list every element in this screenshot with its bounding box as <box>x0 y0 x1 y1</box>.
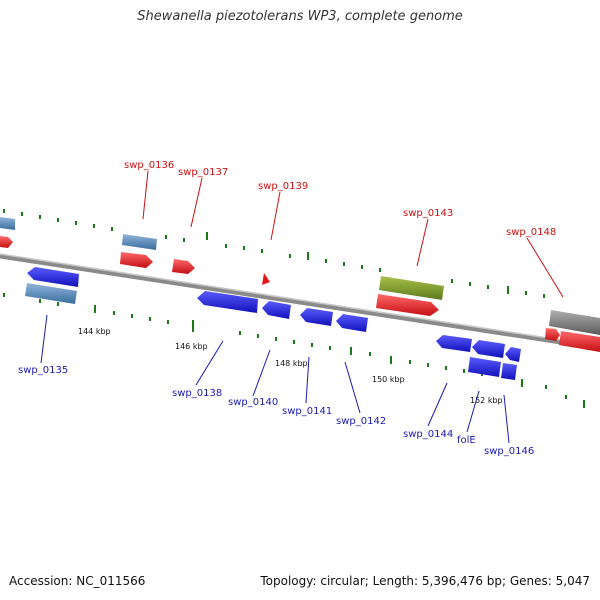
label-swp0140[interactable]: swp_0140 <box>228 397 278 408</box>
label-swp0135[interactable]: swp_0135 <box>18 365 68 376</box>
gene-arrow-swp0138[interactable] <box>197 291 258 313</box>
gene-swp0148-gray[interactable] <box>549 310 600 335</box>
gene-arrow-swp0142[interactable] <box>336 314 368 332</box>
tick-150kbp: 150 kbp <box>372 375 405 384</box>
reverse-gene-labels: swp_0135 swp_0138 swp_0140 swp_0141 swp_… <box>18 365 534 457</box>
label-swp0138[interactable]: swp_0138 <box>172 388 222 399</box>
gene-arrow-swp0141[interactable] <box>300 308 333 326</box>
gene-arrow-swp0140[interactable] <box>262 301 291 319</box>
forward-label-leaders <box>142 170 564 298</box>
label-swp0139[interactable]: swp_0139 <box>258 181 308 192</box>
backbone <box>0 253 600 351</box>
forward-gene-labels: swp_0136 swp_0137 swp_0139 swp_0143 swp_… <box>124 160 556 238</box>
genome-summary-text: Topology: circular; Length: 5,396,476 bp… <box>260 574 590 588</box>
gene-arrow-swp0148a[interactable] <box>545 328 560 341</box>
label-folE[interactable]: folE <box>457 435 476 446</box>
gene-arrow-swp0139[interactable] <box>262 273 270 285</box>
gene-rna-left-edge[interactable] <box>0 217 15 230</box>
tick-146kbp: 146 kbp <box>175 342 208 351</box>
forward-genes[interactable] <box>0 217 600 352</box>
label-swp0143[interactable]: swp_0143 <box>403 208 453 219</box>
gene-box-swp0146[interactable] <box>501 363 517 380</box>
accession-text: Accession: NC_011566 <box>9 574 146 588</box>
reverse-genes[interactable] <box>25 267 521 380</box>
forward-tick-ring <box>3 209 545 298</box>
gene-arrow-swp0136[interactable] <box>120 252 153 268</box>
gene-swp0143-olive[interactable] <box>379 276 444 300</box>
gene-rna-swp0135[interactable] <box>25 283 77 304</box>
label-swp0137[interactable]: swp_0137 <box>178 167 228 178</box>
gene-arrow-folE[interactable] <box>472 340 505 358</box>
scale-labels: 144 kbp 146 kbp 148 kbp 150 kbp 152 kbp <box>78 327 503 405</box>
gene-arrow-swp0148b[interactable] <box>559 331 600 352</box>
gene-arrow-left-edge[interactable] <box>0 236 13 248</box>
label-swp0148[interactable]: swp_0148 <box>506 227 556 238</box>
genome-title: Shewanella piezotolerans WP3, complete g… <box>137 9 463 24</box>
gene-rna-swp0136[interactable] <box>122 234 157 250</box>
label-swp0141[interactable]: swp_0141 <box>282 406 332 417</box>
tick-144kbp: 144 kbp <box>78 327 111 336</box>
gene-arrow-swp0143[interactable] <box>376 294 439 316</box>
reverse-label-leaders <box>40 314 510 444</box>
label-swp0136[interactable]: swp_0136 <box>124 160 174 171</box>
gene-box-folE[interactable] <box>468 357 501 377</box>
tick-152kbp: 152 kbp <box>470 396 503 405</box>
gene-arrow-swp0144[interactable] <box>436 335 472 352</box>
gene-arrow-swp0137[interactable] <box>172 259 195 274</box>
reverse-tick-ring <box>3 293 585 408</box>
gene-arrow-swp0135[interactable] <box>27 267 79 287</box>
label-swp0142[interactable]: swp_0142 <box>336 416 386 427</box>
label-swp0146[interactable]: swp_0146 <box>484 446 534 457</box>
tick-148kbp: 148 kbp <box>275 359 308 368</box>
gene-arrow-swp0145[interactable] <box>505 347 521 362</box>
label-swp0144[interactable]: swp_0144 <box>403 429 453 440</box>
